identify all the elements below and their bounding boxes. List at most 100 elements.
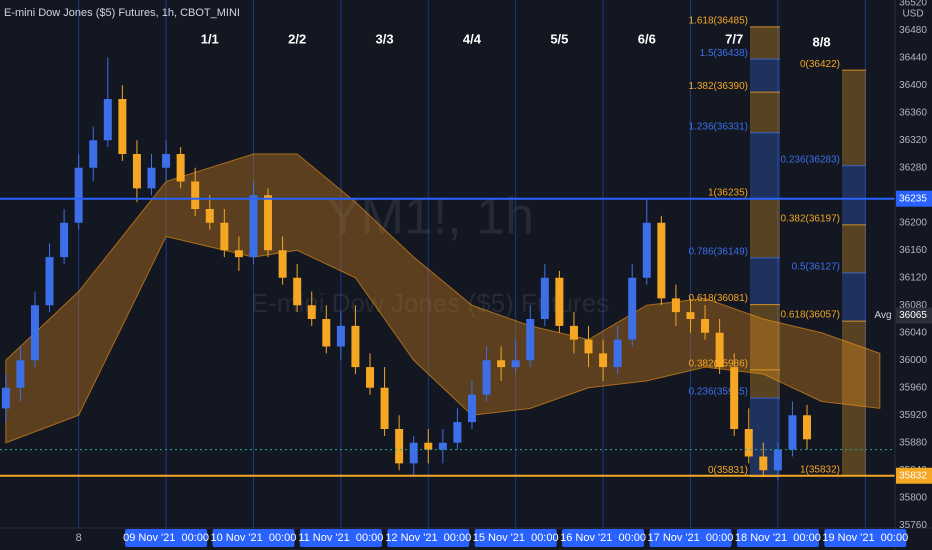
fib-zone <box>750 92 780 133</box>
session-label: 6/6 <box>638 31 656 46</box>
price-label-box <box>896 467 932 484</box>
candle-body <box>147 167 156 189</box>
fib-label: 0.236(35945) <box>689 387 749 398</box>
fib-label: 0(36422) <box>800 59 840 70</box>
candle-body <box>409 442 418 464</box>
x-tick-label: 19 Nov '21 00:00 <box>822 532 908 544</box>
fib-zone <box>842 321 866 476</box>
y-tick-label: 36360 <box>899 107 927 118</box>
candle-body <box>613 339 622 368</box>
y-tick-label: 36480 <box>899 25 927 36</box>
date-label-box <box>562 529 645 547</box>
y-tick-label: 36520 <box>899 0 927 8</box>
axes: 8 09 Nov '21 00:00 10 Nov '21 00:00 11 Nov … <box>76 0 932 547</box>
y-tick-label: 36200 <box>899 217 927 228</box>
candle-body <box>788 415 797 450</box>
y-tick-label: 35920 <box>899 410 927 421</box>
chart-title: E-mini Dow Jones ($5) Futures, 1h, CBOT_… <box>4 7 240 19</box>
fib-label: 0.382(36197) <box>781 213 841 224</box>
date-label-box <box>736 529 819 547</box>
candle-body <box>293 277 302 306</box>
candle-body <box>205 209 214 223</box>
candle-body <box>701 319 710 333</box>
fib-zone <box>750 132 780 199</box>
fib-zone <box>750 26 780 60</box>
candle-body <box>132 154 141 189</box>
fib-zone <box>842 272 866 322</box>
candle-body <box>773 449 782 471</box>
x-tick-label: 15 Nov '21 00:00 <box>473 532 559 544</box>
session-label: 7/7 <box>725 31 743 46</box>
candle-body <box>366 367 375 388</box>
candle-body <box>686 312 695 319</box>
y-tick-label: 36320 <box>899 135 927 146</box>
candle-body <box>555 277 564 326</box>
fib-label: 0.786(36149) <box>689 246 749 257</box>
candle-body <box>759 456 768 471</box>
candle-body <box>118 99 127 154</box>
session-label: 1/1 <box>201 31 219 46</box>
candle-body <box>628 277 637 340</box>
date-label-box <box>212 529 295 547</box>
candle-body <box>599 353 608 368</box>
fib-label: 1(36235) <box>708 187 748 198</box>
candle-body <box>642 222 651 278</box>
plot-area: YM1!, 1h E-mini Dow Jones ($5) Futures 1… <box>0 0 895 528</box>
candle-body <box>60 222 69 258</box>
date-label-box <box>474 529 557 547</box>
x-tick-label: 18 Nov '21 00:00 <box>735 532 821 544</box>
candle-body <box>176 154 185 182</box>
date-label-box <box>824 529 907 547</box>
y-tick-label: 36440 <box>899 52 927 63</box>
fib-label: 1.5(36438) <box>700 48 748 59</box>
candle-body <box>657 222 666 299</box>
fib-label: 0(35831) <box>708 465 748 476</box>
currency: USD <box>902 9 923 20</box>
candle-body <box>103 99 112 141</box>
fib-label: 1.382(36390) <box>689 81 749 92</box>
candle-body <box>162 154 171 168</box>
candle-body <box>336 325 345 347</box>
avg-value: 36065 <box>899 310 927 321</box>
candle-body <box>497 360 506 368</box>
price-label: 36235 <box>899 193 927 204</box>
x-tick-label: 11 Nov '21 00:00 <box>298 532 383 544</box>
fib-zone <box>842 70 866 166</box>
candle-body <box>438 442 447 450</box>
session-label: 5/5 <box>550 31 568 46</box>
candle-body <box>526 319 535 361</box>
candle-body <box>482 360 491 395</box>
candle-body <box>467 394 476 423</box>
x-tick-label: 09 Nov '21 00:00 <box>123 532 209 544</box>
date-label-box <box>299 529 382 547</box>
fib-label: 0.618(36081) <box>689 293 749 304</box>
candle-body <box>45 257 54 306</box>
candle-body <box>278 250 287 278</box>
candle-body <box>380 387 389 429</box>
session-label: 2/2 <box>288 31 306 46</box>
candle-body <box>715 332 724 368</box>
x-tick-label: 12 Nov '21 00:00 <box>385 532 471 544</box>
y-tick-label: 36280 <box>899 162 927 173</box>
fib-zone <box>750 198 780 258</box>
y-tick-label: 35800 <box>899 492 927 503</box>
candle-body <box>671 298 680 313</box>
y-tick-label: 36000 <box>899 355 927 366</box>
x-tick-label: 17 Nov '21 00:00 <box>648 532 734 544</box>
date-label-box <box>649 529 732 547</box>
candle-body <box>234 250 243 258</box>
y-tick-label: 35880 <box>899 437 927 448</box>
candle-body <box>424 442 433 450</box>
candle-body <box>803 415 812 440</box>
y-tick-label: 36160 <box>899 245 927 256</box>
fib-label: 0.236(36283) <box>781 154 841 165</box>
candle-body <box>220 222 229 251</box>
candle-body <box>191 181 200 209</box>
fib-zone <box>750 257 780 305</box>
candle-body <box>322 319 331 347</box>
candle-body <box>453 422 462 443</box>
watermark: YM1!, 1h <box>326 188 534 246</box>
y-tick-label: 35960 <box>899 382 927 393</box>
candle-body <box>16 360 25 388</box>
y-tick-label: 36040 <box>899 327 927 338</box>
